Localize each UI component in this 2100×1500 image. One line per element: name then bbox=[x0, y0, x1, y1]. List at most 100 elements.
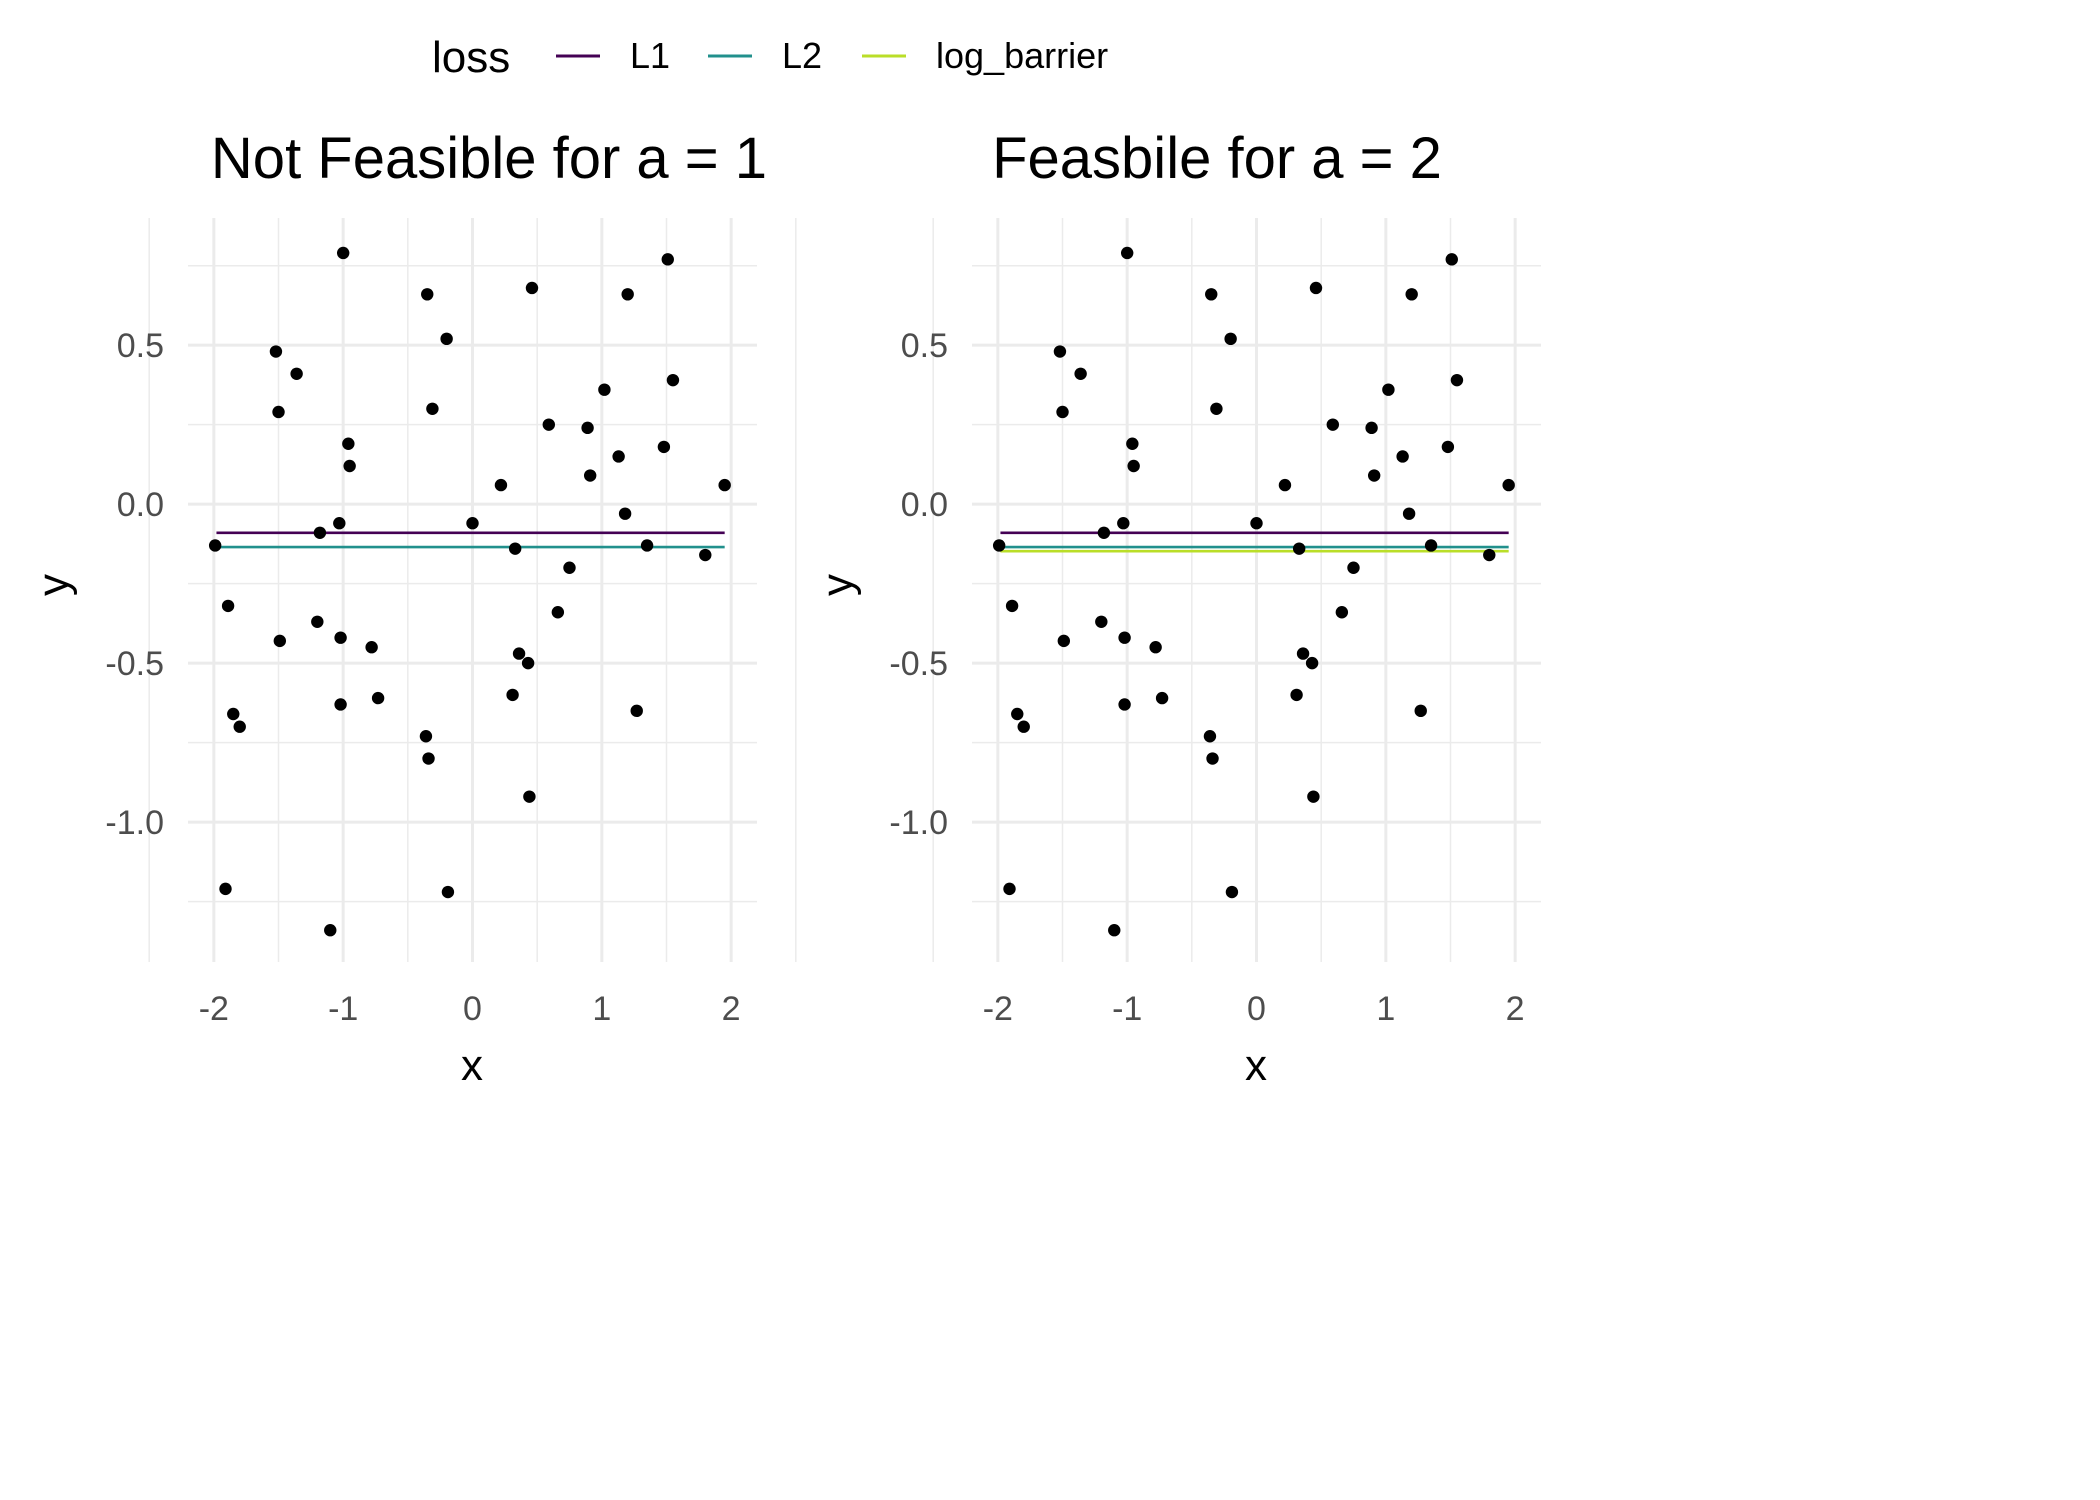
data-point bbox=[657, 440, 671, 454]
data-point bbox=[563, 561, 576, 574]
data-point bbox=[506, 688, 519, 702]
data-point bbox=[1005, 599, 1019, 613]
x-axis-label: x bbox=[1245, 1041, 1267, 1090]
x-tick-label: 1 bbox=[1376, 990, 1395, 1028]
y-tick-labels: -1.0 -0.5 0.0 0.5 bbox=[889, 327, 948, 842]
y-tick-label: -1.0 bbox=[105, 804, 164, 842]
data-point bbox=[1305, 656, 1319, 670]
data-point bbox=[290, 367, 303, 380]
data-point bbox=[640, 539, 654, 552]
figure: loss L1 L2 log_barrier Not Feasible for a … bbox=[29, 33, 1541, 1090]
data-point bbox=[466, 517, 479, 530]
data-point bbox=[1296, 647, 1310, 660]
data-point bbox=[1405, 288, 1418, 301]
legend-entries: L1 L2 log_barrier bbox=[556, 35, 1108, 76]
legend-entry-log-barrier: log_barrier bbox=[862, 35, 1108, 76]
data-point bbox=[227, 707, 240, 721]
y-tick-labels: -1.0 -0.5 0.0 0.5 bbox=[105, 327, 164, 842]
data-point bbox=[1108, 924, 1121, 937]
data-point bbox=[630, 704, 643, 718]
x-tick-label: -1 bbox=[328, 990, 358, 1028]
data-point bbox=[1126, 437, 1139, 450]
data-point bbox=[1210, 402, 1223, 415]
panel-title: Not Feasible for a = 1 bbox=[211, 126, 767, 191]
data-point bbox=[1483, 548, 1496, 562]
data-point bbox=[1155, 691, 1169, 705]
data-point bbox=[1445, 253, 1458, 266]
data-point bbox=[421, 288, 434, 301]
data-point bbox=[1057, 634, 1071, 648]
data-point bbox=[494, 478, 508, 492]
data-point bbox=[272, 405, 285, 419]
y-axis-label: y bbox=[29, 574, 78, 596]
data-point bbox=[422, 752, 435, 765]
panel-feasible: Feasbile for a = 2 -2 -1 0 1 2 -1.0 -0.5 0.0 0.… bbox=[813, 126, 1541, 1090]
y-axis-label: y bbox=[813, 574, 862, 596]
data-point bbox=[1309, 281, 1323, 295]
data-point bbox=[1206, 752, 1219, 765]
x-axis-label: x bbox=[461, 1041, 483, 1090]
data-point bbox=[342, 437, 355, 450]
data-point bbox=[1095, 615, 1108, 628]
data-point bbox=[324, 924, 337, 937]
data-point bbox=[1118, 631, 1131, 644]
x-tick-label: 0 bbox=[463, 990, 482, 1028]
x-tick-label: -1 bbox=[1112, 990, 1142, 1028]
data-point bbox=[1127, 459, 1140, 473]
data-point bbox=[699, 548, 712, 562]
legend-label: L1 bbox=[630, 35, 670, 76]
x-tick-label: 1 bbox=[592, 990, 611, 1028]
data-point bbox=[426, 402, 439, 415]
data-point bbox=[1149, 641, 1162, 654]
data-point bbox=[1450, 373, 1464, 387]
data-point bbox=[336, 246, 350, 260]
data-point bbox=[219, 882, 232, 896]
data-point bbox=[233, 720, 246, 733]
data-point bbox=[1335, 606, 1349, 619]
data-point bbox=[1347, 561, 1360, 574]
data-point bbox=[1292, 542, 1306, 555]
grid bbox=[148, 218, 797, 962]
y-tick-label: -0.5 bbox=[105, 645, 164, 683]
data-point bbox=[1278, 478, 1292, 492]
data-point bbox=[221, 599, 235, 613]
data-points bbox=[992, 246, 1515, 937]
grid bbox=[932, 218, 1541, 962]
y-tick-label: 0.0 bbox=[901, 486, 948, 524]
data-point bbox=[365, 641, 378, 654]
data-point bbox=[1502, 478, 1515, 492]
data-point bbox=[1367, 469, 1381, 482]
data-point bbox=[583, 469, 597, 482]
data-point bbox=[661, 253, 674, 266]
loss-lines bbox=[216, 531, 725, 549]
data-point bbox=[440, 332, 453, 346]
y-tick-label: -0.5 bbox=[889, 645, 948, 683]
x-tick-label: 2 bbox=[722, 990, 741, 1028]
data-point bbox=[1120, 246, 1134, 260]
data-point bbox=[1056, 405, 1069, 419]
data-point bbox=[618, 507, 632, 520]
data-point bbox=[269, 345, 283, 358]
data-point bbox=[311, 615, 324, 628]
legend-title: loss bbox=[432, 33, 510, 82]
x-tick-labels: -2 -1 0 1 2 bbox=[983, 990, 1525, 1028]
data-point bbox=[1382, 383, 1395, 396]
data-point bbox=[1003, 882, 1016, 896]
data-point bbox=[1118, 698, 1131, 711]
data-point bbox=[1224, 332, 1237, 346]
data-point bbox=[1017, 720, 1030, 733]
data-point bbox=[612, 450, 625, 463]
data-point bbox=[1307, 790, 1320, 803]
x-tick-label: 0 bbox=[1247, 990, 1266, 1028]
data-point bbox=[581, 421, 594, 435]
panel-title: Feasbile for a = 2 bbox=[992, 126, 1442, 191]
data-point bbox=[508, 542, 522, 555]
legend-label: L2 bbox=[782, 35, 822, 76]
data-point bbox=[1365, 421, 1378, 435]
y-tick-label: 0.0 bbox=[117, 486, 164, 524]
legend-label: log_barrier bbox=[936, 35, 1108, 76]
data-point bbox=[371, 691, 385, 705]
x-tick-label: -2 bbox=[199, 990, 229, 1028]
y-tick-label: -1.0 bbox=[889, 804, 948, 842]
data-point bbox=[551, 606, 565, 619]
